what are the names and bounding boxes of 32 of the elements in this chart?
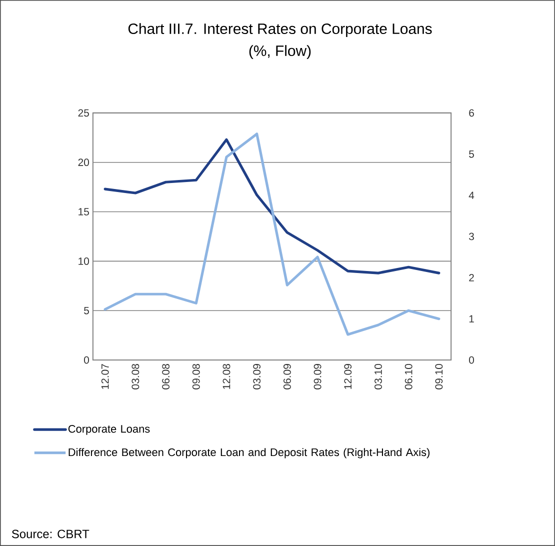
y-tick-label: 20	[78, 158, 90, 166]
y-tick-label: 10	[78, 257, 90, 265]
x-tick-label: 06.10	[404, 364, 412, 390]
y2-tick-label: 2	[469, 274, 474, 282]
x-tick-label: 09.08	[192, 364, 200, 390]
chart-title: Chart III.7. Interest Rates on Corporate Loans	[128, 23, 432, 37]
y2-tick-label: 4	[468, 192, 474, 199]
y-tick-label: 15	[78, 208, 89, 216]
line-series	[104, 138, 440, 274]
y2-tick-label: 5	[469, 150, 474, 158]
source-note: Source: CBRT	[12, 530, 90, 538]
y-tick-label: 5	[84, 306, 89, 314]
y-tick-label: 0	[84, 356, 90, 364]
line-series	[104, 132, 440, 336]
x-tick-label: 12.09	[344, 364, 352, 389]
x-tick-label: 12.07	[101, 364, 109, 389]
y2-tick-label: 3	[468, 232, 474, 240]
x-tick-label: 06.09	[283, 364, 291, 390]
y2-tick-label: 0	[469, 356, 474, 364]
chart-subtitle: (%, Flow)	[249, 45, 311, 60]
y2-tick-label: 6	[469, 109, 474, 117]
x-tick-label: 12.08	[222, 364, 230, 389]
y2-tick-label: 1	[469, 315, 474, 322]
legend-label: Difference Between Corporate Loan and Deposit Rates (Right-Hand Axis)	[68, 448, 430, 458]
x-tick-label: 03.09	[253, 364, 261, 390]
x-tick-label: 06.08	[162, 364, 170, 390]
x-tick-label: 03.10	[374, 364, 382, 390]
legend-label: Corporate Loans	[68, 424, 150, 435]
x-tick-label: 09.09	[314, 364, 322, 390]
x-tick-label: 03.08	[132, 364, 140, 390]
y-tick-label: 25	[78, 109, 89, 117]
x-tick-label: 09.10	[435, 364, 443, 390]
